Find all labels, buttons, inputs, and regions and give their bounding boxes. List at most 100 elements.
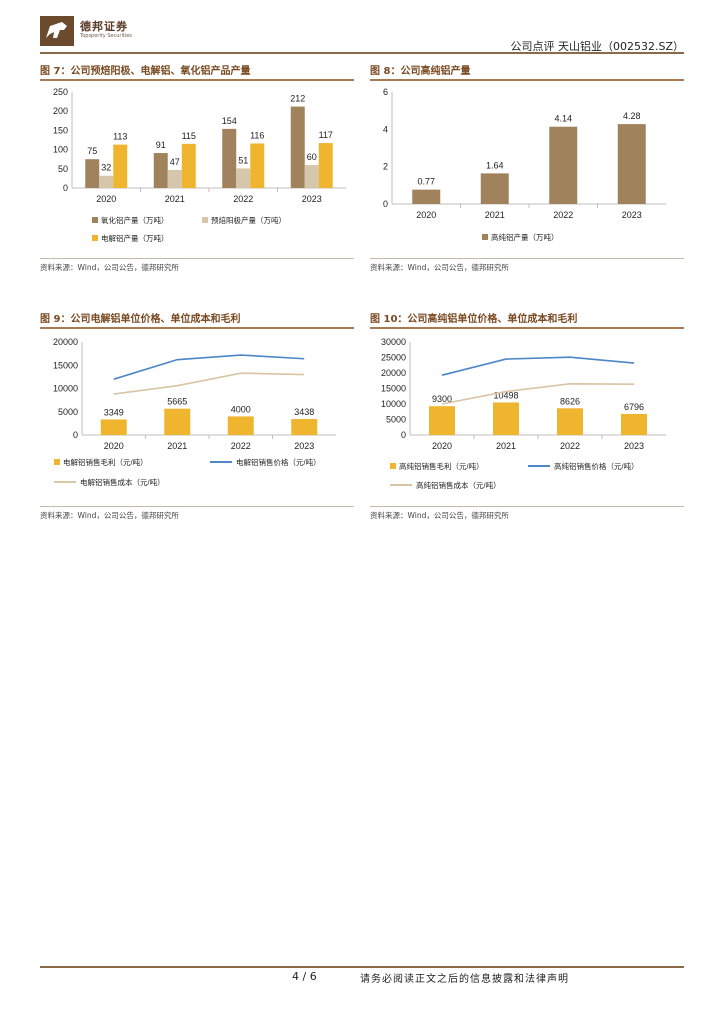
fig8-legend-swatch-0 [482, 234, 488, 240]
legal-disclaimer: 请务必阅读正文之后的信息披露和法律声明 [360, 974, 569, 985]
fig8-ytick-1: 2 [383, 162, 388, 172]
fig7-bar-s2-1 [181, 143, 196, 188]
fig7-ytick-1: 50 [58, 164, 68, 174]
fig8-legend-label-0: 高纯铝产量（万吨） [491, 232, 559, 242]
fig9-title: 图 9：公司电解铝单位价格、单位成本和毛利 [40, 314, 241, 325]
fig10-bar-1 [493, 402, 519, 435]
fig10-ytick-3: 15000 [381, 384, 406, 394]
fig9-bar-label-1: 5665 [167, 397, 187, 407]
fig9-bar-2 [227, 416, 254, 435]
fig7-legend-swatch-2 [92, 235, 98, 241]
fig9-bar-0 [100, 419, 127, 435]
fig8-bar-label-s0-1: 1.64 [486, 160, 504, 170]
fig7-legend-label-1: 预焙阳极产量（万吨） [211, 215, 286, 225]
fig7-title: 图 7：公司预焙阳极、电解铝、氧化铝产品产量 [40, 66, 251, 77]
fig8-xtick-1: 2021 [485, 210, 505, 220]
fig9-bar-3 [291, 419, 318, 435]
fig7-ytick-0: 0 [63, 183, 68, 193]
fig10-bar-0 [429, 406, 455, 435]
fig9-ytick-1: 5000 [58, 407, 78, 417]
fig9-ytick-0: 0 [73, 430, 78, 440]
fig10-ytick-0: 0 [401, 430, 406, 440]
fig8-xtick-3: 2023 [622, 210, 642, 220]
fig10-xtick-1: 2021 [496, 441, 516, 451]
fig9-line-0 [113, 354, 305, 380]
fig9-ytick-4: 20000 [53, 337, 78, 347]
fig7-xtick-2: 2022 [233, 194, 253, 204]
fig7-source: 资料来源：Wind，公司公告，德邦研究所 [40, 263, 179, 272]
footer-divider [40, 966, 684, 968]
fig9-ytick-2: 10000 [53, 384, 78, 394]
fig7-legend-swatch-1 [202, 217, 208, 223]
fig9-ytick-3: 15000 [53, 360, 78, 370]
fig9-xtick-3: 2023 [294, 441, 314, 451]
fig7-bar-label-s1-3: 60 [307, 152, 317, 162]
fig10-bar-3 [621, 413, 647, 435]
fig7-source-divider [40, 258, 354, 259]
fig7-ytick-5: 250 [53, 87, 68, 97]
fig10-line-0 [441, 356, 635, 376]
fig10-ytick-6: 30000 [381, 337, 406, 347]
fig10-ytick-4: 20000 [381, 368, 406, 378]
fig7-bar-label-s2-2: 116 [250, 130, 264, 140]
fig7-bar-label-s0-2: 154 [222, 116, 237, 126]
fig7-bar-s0-2 [222, 128, 237, 188]
fig8-title: 图 8：公司高纯铝产量 [370, 66, 471, 77]
fig7-chart: 0 50 100 150 200 250 2020 2021 2022 2023 75 91 154 21… [53, 87, 346, 243]
fig10-bar-label-3: 6796 [624, 402, 644, 412]
fig7-legend-label-0: 氧化铝产量（万吨） [101, 215, 169, 225]
fig7-legend-label-2: 电解铝产量（万吨） [101, 233, 169, 243]
fig10-xtick-3: 2023 [624, 441, 644, 451]
fig9-title-divider [40, 327, 354, 329]
fig8-ytick-3: 6 [383, 87, 388, 97]
fig9-bar-1 [164, 408, 191, 435]
fig9-legend-label-1: 电解铝销售价格（元/吨） [236, 457, 321, 467]
fig9-xtick-1: 2021 [167, 441, 187, 451]
fig10-source: 资料来源：Wind，公司公告，德邦研究所 [370, 511, 509, 520]
header-divider [40, 52, 684, 54]
fig9-bar-label-3: 3438 [294, 407, 314, 417]
fig7-ytick-4: 200 [53, 106, 68, 116]
fig10-chart: 0 5000 10000 15000 20000 25000 30000 2020 2021 20… [381, 337, 666, 490]
fig7-bar-s0-0 [85, 159, 100, 188]
fig10-ytick-1: 5000 [386, 415, 406, 425]
fig9-bar-label-2: 4000 [231, 404, 251, 414]
fig10-line-1 [441, 383, 635, 405]
fig8-source-divider [370, 258, 684, 259]
fig8-bar-label-s0-3: 4.28 [623, 111, 641, 121]
fig10-ytick-2: 10000 [381, 399, 406, 409]
fig8-chart: 0 2 4 6 2020 2021 2022 2023 0.77 1.64 4.14 4.28 高纯铝产… [383, 87, 666, 242]
fig9-legend-label-2: 电解铝销售成本（元/吨） [80, 477, 165, 487]
fig7-bar-s2-0 [113, 144, 128, 188]
fig9-xtick-2: 2022 [231, 441, 251, 451]
fig8-bar-label-s0-2: 4.14 [554, 114, 572, 124]
fig9-legend-swatch-0 [54, 459, 60, 465]
fig8-xtick-0: 2020 [416, 210, 436, 220]
fig7-bar-s1-1 [167, 169, 182, 188]
report-header-title: 公司点评 天山铝业（002532.SZ） [510, 40, 684, 53]
fig9-legend-label-0: 电解铝销售毛利（元/吨） [63, 457, 148, 467]
fig7-xtick-1: 2021 [165, 194, 185, 204]
fig8-bar-label-s0-0: 0.77 [417, 177, 435, 187]
fig9-chart: 0 5000 10000 15000 20000 2020 2021 2022 2023 3349… [53, 337, 336, 487]
fig7-title-divider [40, 79, 354, 81]
fig8-bar-s0-3 [617, 124, 646, 204]
fig7-legend-swatch-0 [92, 217, 98, 223]
fig10-legend-label-2: 高纯铝销售成本（元/吨） [416, 480, 501, 490]
fig10-title: 图 10：公司高纯铝单位价格、单位成本和毛利 [370, 314, 578, 325]
fig9-source-divider [40, 506, 354, 507]
fig7-bar-s0-3 [290, 106, 305, 188]
fig9-source: 资料来源：Wind，公司公告，德邦研究所 [40, 511, 179, 520]
fig7-bar-s1-0 [99, 175, 114, 188]
fig8-ytick-2: 4 [383, 124, 388, 134]
fig8-xtick-2: 2022 [553, 210, 573, 220]
fig9-xtick-0: 2020 [104, 441, 124, 451]
company-logo [40, 16, 74, 46]
fig7-bar-label-s0-3: 212 [290, 94, 305, 104]
fig7-bar-label-s0-1: 91 [156, 140, 166, 150]
fig7-ytick-3: 150 [53, 125, 68, 135]
fig10-xtick-2: 2022 [560, 441, 580, 451]
fig10-legend-label-1: 高纯铝销售价格（元/吨） [554, 461, 639, 471]
logo-subtext: Topsperity Securities [80, 33, 132, 39]
fig9-line-1 [113, 372, 305, 395]
